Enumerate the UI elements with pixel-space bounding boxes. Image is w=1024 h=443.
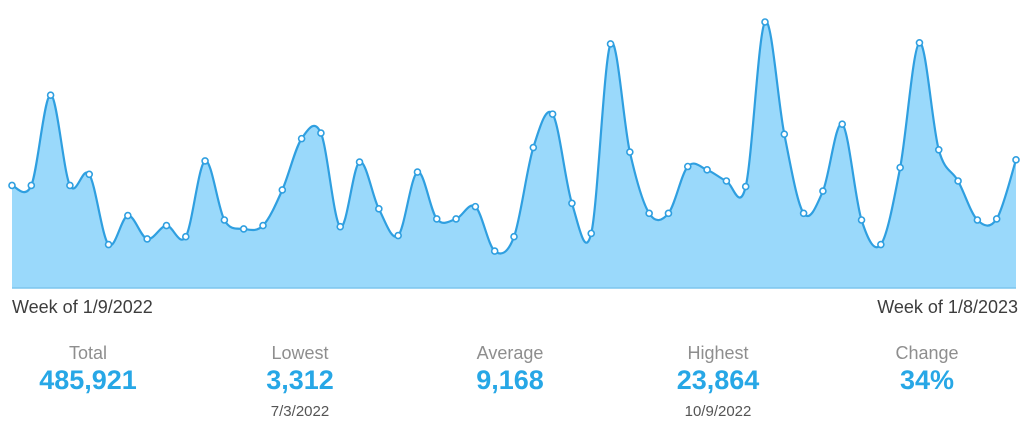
data-point: [46, 91, 55, 99]
data-point: [220, 216, 229, 224]
data-point: [664, 209, 673, 218]
data-point: [896, 163, 904, 172]
data-point: [645, 209, 653, 218]
data-point: [452, 215, 460, 223]
data-point: [375, 205, 383, 213]
data-point: [413, 168, 422, 176]
x-axis-start-label: Week of 1/9/2022: [12, 297, 153, 317]
data-point: [992, 215, 1001, 223]
stat-total: Total 485,921: [0, 342, 188, 396]
data-point: [278, 186, 287, 194]
stat-average-label: Average: [476, 343, 544, 363]
data-point: [568, 199, 576, 208]
data-point: [355, 158, 364, 166]
data-point: [877, 240, 885, 249]
area-fill: [12, 21, 1016, 288]
data-point: [201, 157, 209, 165]
data-point: [66, 181, 74, 190]
data-point: [934, 145, 943, 154]
area-chart-svg: [8, 18, 1020, 289]
data-point: [143, 235, 151, 243]
data-point: [799, 209, 808, 218]
data-point: [510, 232, 518, 241]
x-axis-end-label: Week of 1/8/2023: [877, 297, 1018, 317]
data-point: [259, 221, 267, 230]
stat-total-value: 485,921: [39, 365, 137, 395]
data-point: [741, 182, 750, 191]
data-point: [317, 129, 325, 137]
data-point: [857, 216, 866, 224]
data-point: [8, 181, 16, 190]
data-point: [27, 181, 36, 190]
stat-average: Average 9,168: [410, 342, 610, 396]
stat-average-value: 9,168: [476, 365, 544, 395]
data-point: [973, 216, 982, 224]
data-point: [529, 143, 538, 152]
data-point: [297, 134, 306, 143]
data-point: [722, 177, 731, 185]
stat-change-label: Change: [895, 343, 959, 363]
data-point: [587, 229, 596, 238]
stat-lowest-date: 7/3/2022: [270, 403, 330, 420]
stat-change-value: 34%: [899, 365, 955, 395]
data-point: [181, 232, 190, 241]
data-point: [548, 110, 557, 118]
stat-highest: Highest 23,864 10/9/2022: [618, 342, 818, 422]
data-point: [239, 225, 248, 233]
data-point: [490, 247, 499, 255]
data-point: [432, 215, 441, 223]
data-point: [606, 40, 615, 48]
stat-change: Change 34%: [827, 342, 1024, 396]
data-point: [780, 130, 789, 138]
data-point: [626, 148, 634, 156]
data-point: [703, 166, 711, 174]
area-chart: [8, 18, 1020, 289]
data-point: [124, 211, 132, 220]
series-line: [11, 20, 1018, 255]
data-point: [683, 162, 692, 171]
stat-highest-date: 10/9/2022: [684, 403, 752, 420]
stat-lowest-value: 3,312: [266, 365, 334, 395]
data-point: [1012, 156, 1020, 164]
stat-highest-label: Highest: [687, 343, 749, 363]
data-point: [915, 38, 924, 47]
stat-lowest-label: Lowest: [271, 343, 329, 363]
data-point: [394, 231, 402, 240]
data-point: [954, 177, 962, 185]
data-point: [838, 120, 847, 128]
stat-lowest: Lowest 3,312 7/3/2022: [200, 342, 400, 422]
data-point: [104, 240, 113, 249]
stat-total-label: Total: [68, 343, 108, 363]
stat-highest-value: 23,864: [676, 365, 760, 395]
data-point: [162, 221, 171, 230]
data-point: [471, 202, 480, 211]
data-point: [819, 187, 827, 195]
data-point: [85, 170, 94, 179]
data-point: [336, 222, 345, 231]
data-point: [761, 18, 769, 26]
